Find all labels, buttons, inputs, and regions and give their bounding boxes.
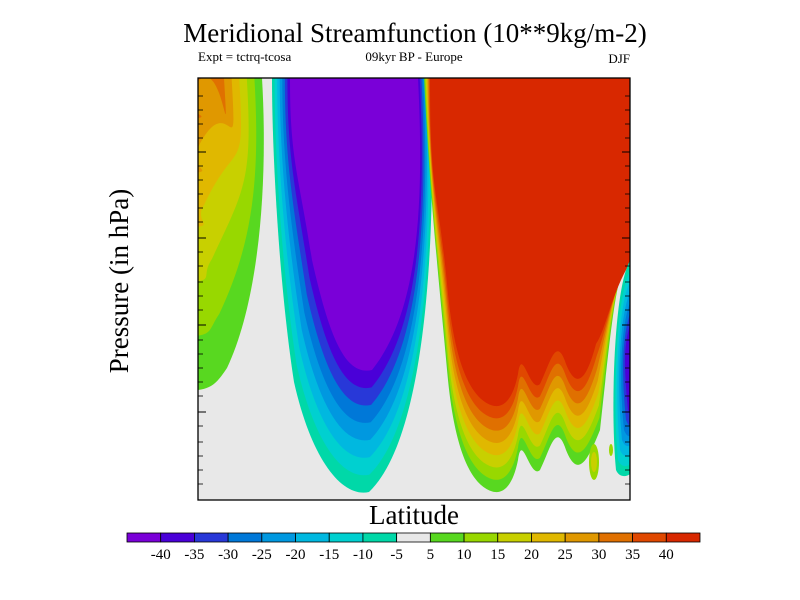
colorbar-swatch (396, 532, 431, 543)
colorbar-tick-label: 40 (659, 547, 674, 563)
colorbar-swatch (632, 532, 667, 543)
chart-subtitle-right: DJF (608, 51, 630, 66)
contour-band (290, 78, 421, 371)
south-negative-cell (272, 78, 433, 493)
y-axis-label: Pressure (in hPa) (104, 189, 134, 373)
colorbar-tick-label: 5 (427, 547, 435, 563)
chart-subtitle-left: Expt = tctrq-tcosa (198, 49, 291, 64)
colorbar-tick-label: 25 (558, 547, 573, 563)
contour-band (430, 78, 630, 407)
north-positive-cell (424, 78, 630, 493)
colorbar-tick-label: -15 (319, 547, 339, 563)
colorbar-tick-label: -40 (151, 547, 171, 563)
west-positive-cell (198, 78, 264, 390)
colorbar-swatch (598, 532, 633, 543)
chart-subtitle-center: 09kyr BP - Europe (365, 49, 463, 64)
colorbar-swatch (295, 532, 330, 543)
colorbar-tick-label: 10 (457, 547, 472, 563)
colorbar-swatch (429, 532, 465, 543)
colorbar-tick-label: 20 (524, 547, 539, 563)
colorbar-swatch (126, 532, 162, 543)
colorbar-tick-label: -25 (252, 547, 272, 563)
plot-frame (197, 77, 631, 501)
colorbar-swatch (328, 532, 364, 543)
colorbar-tick-label: 15 (490, 547, 505, 563)
colorbar-swatch (497, 532, 532, 543)
colorbar-tick-label: -20 (286, 547, 306, 563)
colorbar-swatch (362, 532, 398, 543)
x-axis-label: Latitude (369, 500, 459, 530)
colorbar-tick-label: 35 (625, 547, 640, 563)
colorbar-swatch (261, 532, 296, 543)
colorbar: -40 -35 -30 -25 -20 -15 -10 -5 5 10 15 20 25 30 35 40 (126, 532, 701, 563)
far-north-negative-cell (613, 261, 630, 476)
colorbar-swatch (160, 532, 195, 543)
contour-band (591, 452, 597, 472)
colorbar-tick-label: -10 (353, 547, 373, 563)
colorbar-swatch (531, 532, 566, 543)
colorbar-tick-label: 30 (591, 547, 606, 563)
chart-title: Meridional Streamfunction (10**9kg/m-2) (183, 18, 646, 48)
colorbar-tick-label: -30 (218, 547, 238, 563)
colorbar-tick-label: -5 (390, 547, 403, 563)
colorbar-swatch (227, 532, 263, 543)
colorbar-tick-label: -35 (184, 547, 204, 563)
colorbar-swatch (463, 532, 499, 543)
contour-band (198, 78, 226, 118)
contour-band (625, 324, 630, 415)
contour-band (609, 444, 613, 456)
plot-area (197, 77, 631, 501)
colorbar-swatch (564, 532, 600, 543)
colorbar-swatch (665, 532, 701, 543)
colorbar-swatch (194, 532, 229, 543)
y-ticks (198, 95, 630, 485)
